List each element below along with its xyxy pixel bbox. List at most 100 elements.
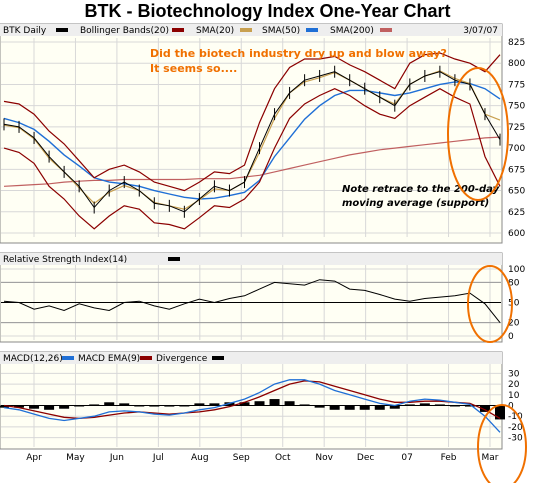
x-tick-label: Mar: [482, 453, 499, 463]
macd-y-tick-label: -10: [508, 412, 523, 422]
rsi-legend-bar: [0, 253, 502, 265]
btk-chart: BTK Daily Bollinger Bands(20) SMA(20) SM…: [0, 23, 527, 483]
x-tick-label: Jun: [109, 453, 124, 463]
divergence-bar: [194, 403, 205, 406]
divergence-bar: [495, 405, 505, 420]
chart-title: BTK - Biotechnology Index One-Year Chart: [84, 1, 451, 21]
price-y-tick-label: 825: [508, 38, 525, 48]
macd-legend-swatch-2: [140, 356, 152, 360]
callout-ellipse-price: [447, 67, 509, 201]
annotation-note-1: Note retrace to the 200-day: [342, 184, 500, 195]
price-y-tick-label: 600: [508, 229, 525, 239]
price-y-tick-label: 725: [508, 123, 525, 133]
divergence-bar: [299, 404, 310, 406]
price-y-tick-label: 750: [508, 102, 525, 112]
price-panel: [0, 23, 503, 244]
divergence-bar: [434, 404, 445, 406]
divergence-bar: [404, 404, 415, 406]
legend-date: 3/07/07: [463, 26, 498, 36]
macd-y-tick-label: 30: [508, 369, 520, 379]
divergence-bar: [74, 405, 85, 407]
divergence-bar: [44, 405, 55, 410]
legend-sma50-swatch: [306, 28, 318, 32]
divergence-bar: [359, 405, 370, 410]
legend-bollinger: Bollinger Bands(20): [80, 26, 169, 36]
legend-sma20-swatch: [240, 28, 252, 32]
macd-legend-bar: [0, 352, 502, 364]
rsi-y-tick-label: 50: [508, 299, 520, 309]
divergence-legend-swatch: [212, 356, 224, 360]
x-tick-label: Feb: [441, 453, 457, 463]
annotation-headline-1: Did the biotech industry dry up and blow…: [150, 47, 447, 60]
divergence-bar: [164, 405, 175, 407]
macd-y-tick-label: 20: [508, 380, 520, 390]
price-legend-label: BTK Daily: [3, 26, 47, 36]
divergence-bar: [254, 401, 265, 406]
bollinger-upper-line: [3, 52, 501, 192]
rsi-series-layer: [1, 279, 501, 324]
x-tick-label: Dec: [357, 453, 374, 463]
divergence-bar: [449, 405, 460, 407]
divergence-bar: [284, 401, 295, 406]
rsi-panel: [0, 252, 503, 343]
divergence-bar: [209, 403, 220, 406]
divergence-bar: [119, 403, 130, 406]
legend-sma50: SMA(50): [262, 26, 300, 36]
divergence-legend-label: Divergence: [156, 354, 208, 364]
macd-y-tick-label: 10: [508, 391, 520, 401]
divergence-bar: [29, 405, 40, 409]
price-y-tick-label: 775: [508, 80, 525, 90]
rsi-y-tick-label: 0: [508, 332, 514, 342]
divergence-bar: [89, 404, 100, 406]
x-tick-label: Sep: [233, 453, 250, 463]
price-y-tick-label: 700: [508, 144, 525, 154]
divergence-bar: [389, 405, 400, 409]
x-tick-label: Jul: [152, 453, 164, 463]
price-y-tick-label: 675: [508, 165, 525, 175]
price-legend-swatch: [56, 28, 68, 32]
macd-legend-swatch-1: [62, 356, 74, 360]
macd-y-tick-label: 0: [508, 402, 514, 412]
divergence-bar: [344, 405, 355, 410]
x-tick-label: Nov: [315, 453, 333, 463]
x-tick-label: Aug: [191, 453, 209, 463]
rsi-y-tick-label: 100: [508, 265, 525, 275]
rsi-y-tick-label: 20: [508, 319, 520, 329]
price-y-tick-label: 800: [508, 59, 525, 69]
callout-ellipse-rsi: [467, 265, 513, 343]
x-tick-label: May: [66, 453, 85, 463]
x-tick-label: Apr: [26, 453, 42, 463]
divergence-bar: [134, 405, 145, 407]
macd-series-layer: [0, 379, 505, 433]
rsi-legend-swatch: [168, 257, 180, 261]
divergence-bar: [104, 402, 115, 406]
divergence-bar: [314, 405, 325, 408]
macd-ema-legend-label: MACD EMA(9): [78, 354, 140, 364]
divergence-bar: [374, 405, 385, 410]
macd-y-tick-label: -30: [508, 434, 523, 444]
macd-legend-label: MACD(12,26): [3, 354, 63, 364]
annotation-headline-2: It seems so....: [150, 62, 237, 75]
price-line: [3, 71, 501, 213]
macd-line: [3, 379, 501, 433]
divergence-bar: [149, 405, 160, 407]
divergence-bar: [464, 405, 475, 407]
divergence-bar: [179, 405, 190, 407]
divergence-bar: [0, 405, 9, 408]
divergence-bar: [239, 402, 250, 406]
rsi-line: [3, 279, 501, 323]
callout-ellipse-macd: [477, 404, 527, 483]
x-tick-label: Oct: [275, 453, 291, 463]
divergence-bar: [479, 405, 490, 412]
tick-layer: Apr May Jun Jul Aug Sep Oct Nov Dec 07 Feb Mar 600 62…: [26, 38, 525, 463]
price-series-layer: [3, 52, 501, 230]
divergence-bar: [269, 399, 280, 406]
divergence-bar: [14, 405, 25, 408]
legend-sma20: SMA(20): [196, 26, 234, 36]
x-tick-label: 07: [401, 453, 412, 463]
divergence-bar: [59, 405, 70, 409]
sma50-line: [3, 81, 501, 200]
annotation-note-2: moving average (support): [342, 198, 489, 209]
macd-y-tick-label: -20: [508, 423, 523, 433]
rsi-y-tick-label: 80: [508, 278, 520, 288]
